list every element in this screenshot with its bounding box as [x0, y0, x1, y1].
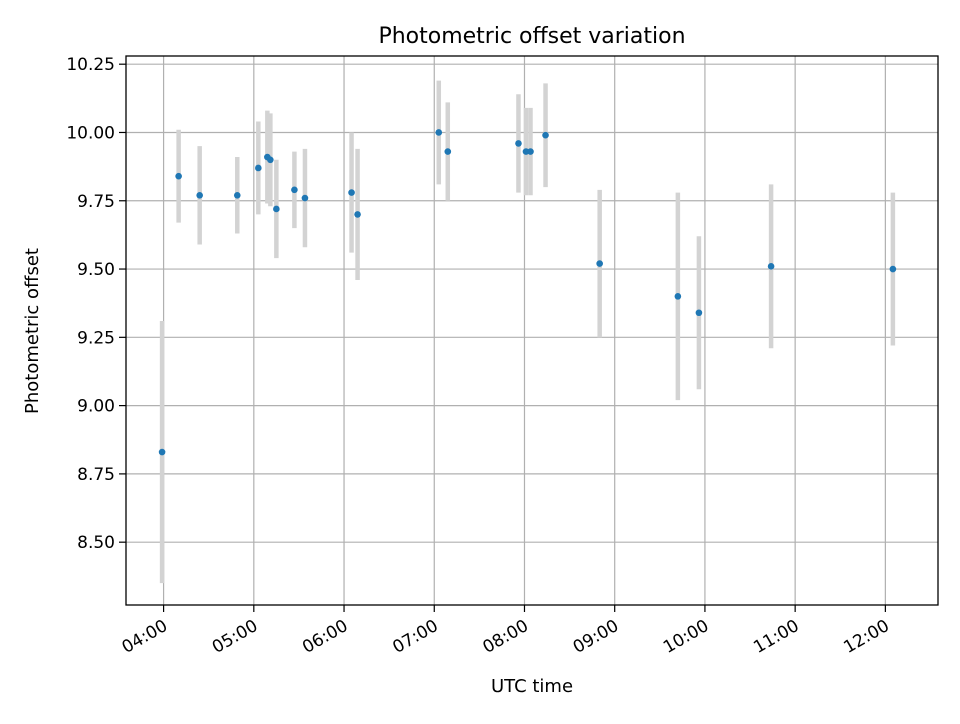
- y-tick-label: 9.50: [77, 260, 115, 280]
- data-point: [273, 205, 280, 213]
- data-point: [175, 172, 182, 180]
- data-point: [695, 309, 703, 317]
- data-point: [196, 191, 203, 199]
- data-point: [233, 191, 241, 199]
- y-tick-label: 9.00: [77, 397, 115, 417]
- data-point: [267, 156, 274, 164]
- data-point: [348, 189, 355, 196]
- data-point: [158, 448, 166, 456]
- data-point: [291, 186, 298, 194]
- plot-frame: [125, 55, 939, 606]
- y-tick-label: 8.75: [77, 465, 115, 485]
- y-tick-label: 9.25: [77, 328, 115, 348]
- y-tick-label: 10.00: [66, 123, 115, 143]
- y-tick-label: 10.25: [66, 55, 115, 75]
- data-point: [542, 131, 549, 139]
- data-point: [674, 293, 682, 300]
- data-point: [255, 164, 262, 172]
- data-point: [435, 129, 443, 136]
- data-point: [515, 140, 522, 147]
- x-axis-label: UTC time: [491, 676, 573, 697]
- y-tick-label: 9.75: [77, 192, 115, 212]
- data-point: [522, 148, 530, 155]
- data-point: [301, 194, 309, 202]
- chart-title: Photometric offset variation: [378, 24, 685, 49]
- data-point: [527, 148, 534, 155]
- data-points: [158, 129, 897, 456]
- data-point: [767, 263, 775, 270]
- y-axis-label: Photometric offset: [22, 248, 43, 414]
- data-point: [444, 148, 452, 155]
- grid: [126, 56, 938, 605]
- y-axis-ticks: 8.50 8.75 9.00 9.25 9.50 9.75 10.00 10.25: [66, 55, 126, 553]
- y-tick-label: 8.50: [77, 533, 115, 553]
- data-point: [889, 265, 897, 273]
- data-point: [596, 260, 603, 267]
- data-point: [354, 211, 361, 218]
